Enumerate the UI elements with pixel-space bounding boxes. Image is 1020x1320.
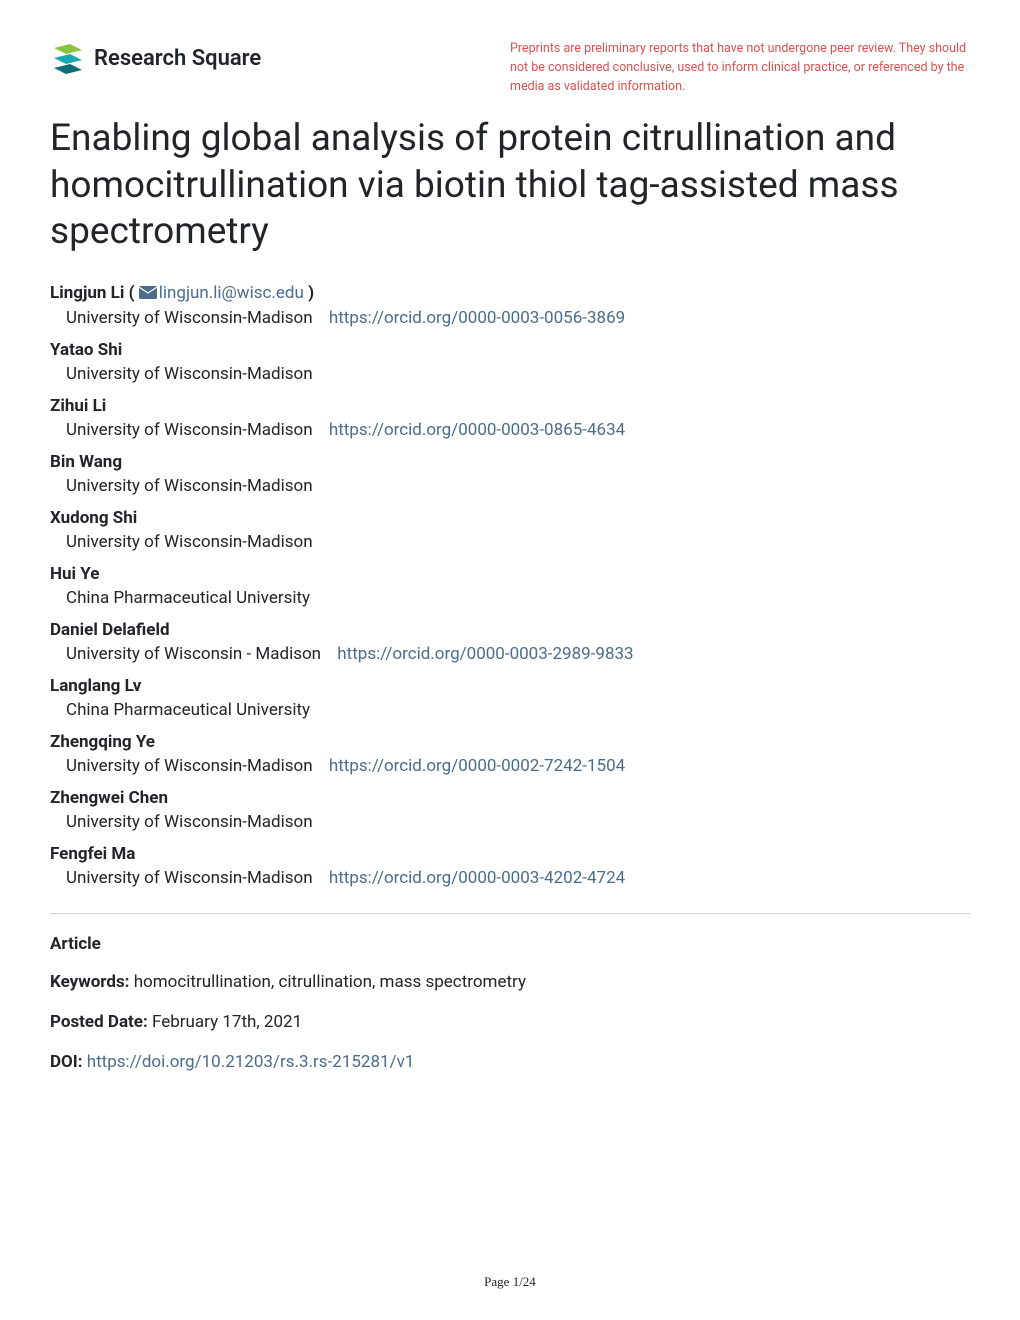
author-affiliation: University of Wisconsin-Madison https://… (66, 308, 970, 328)
orcid-link[interactable]: https://orcid.org/0000-0003-2989-9833 (337, 644, 633, 664)
author-block: Zihui Li University of Wisconsin-Madison… (50, 396, 970, 440)
keywords-row: Keywords: homocitrullination, citrullina… (50, 972, 970, 992)
author-block: Fengfei Ma University of Wisconsin-Madis… (50, 844, 970, 888)
author-name: Lingjun Li ( lingjun.li@wisc.edu ) (50, 283, 970, 304)
keywords-label: Keywords: (50, 972, 129, 992)
page-number: Page 1/24 (484, 1274, 536, 1290)
author-name: Zhengwei Chen (50, 788, 970, 808)
logo-text: Research Square (94, 46, 261, 71)
author-affiliation: University of Wisconsin-Madison https://… (66, 868, 970, 888)
author-affiliation: University of Wisconsin-Madison (66, 532, 970, 552)
section-divider (50, 913, 970, 914)
author-name: Zhengqing Ye (50, 732, 970, 752)
author-affiliation: University of Wisconsin-Madison https://… (66, 756, 970, 776)
authors-list: Lingjun Li ( lingjun.li@wisc.edu ) Unive… (50, 283, 970, 888)
author-name: Langlang Lv (50, 676, 970, 696)
article-type: Article (50, 934, 970, 954)
author-block: Zhengwei Chen University of Wisconsin-Ma… (50, 788, 970, 832)
research-square-icon (50, 40, 86, 76)
logo: Research Square (50, 40, 261, 76)
author-affiliation: China Pharmaceutical University (66, 700, 970, 720)
author-block: Bin Wang University of Wisconsin-Madison (50, 452, 970, 496)
orcid-link[interactable]: https://orcid.org/0000-0003-0865-4634 (329, 420, 625, 440)
posted-date-label: Posted Date: (50, 1012, 148, 1032)
author-block: Hui Ye China Pharmaceutical University (50, 564, 970, 608)
author-affiliation: University of Wisconsin - Madison https:… (66, 644, 970, 664)
author-name: Zihui Li (50, 396, 970, 416)
author-name: Bin Wang (50, 452, 970, 472)
orcid-link[interactable]: https://orcid.org/0000-0003-4202-4724 (329, 868, 625, 888)
author-block: Yatao Shi University of Wisconsin-Madiso… (50, 340, 970, 384)
author-email[interactable]: lingjun.li@wisc.edu (159, 283, 304, 303)
author-affiliation: University of Wisconsin-Madison (66, 364, 970, 384)
page-header: Research Square Preprints are preliminar… (50, 40, 970, 96)
posted-date-value: February 17th, 2021 (152, 1012, 302, 1032)
paper-title: Enabling global analysis of protein citr… (50, 116, 970, 255)
author-affiliation: University of Wisconsin-Madison (66, 812, 970, 832)
email-icon (139, 284, 157, 304)
posted-date-row: Posted Date: February 17th, 2021 (50, 1012, 970, 1032)
author-affiliation: University of Wisconsin-Madison https://… (66, 420, 970, 440)
author-name: Xudong Shi (50, 508, 970, 528)
author-block: Lingjun Li ( lingjun.li@wisc.edu ) Unive… (50, 283, 970, 328)
author-name: Hui Ye (50, 564, 970, 584)
author-block: Daniel Delafield University of Wisconsin… (50, 620, 970, 664)
author-affiliation: University of Wisconsin-Madison (66, 476, 970, 496)
author-name: Yatao Shi (50, 340, 970, 360)
doi-row: DOI: https://doi.org/10.21203/rs.3.rs-21… (50, 1052, 970, 1072)
orcid-link[interactable]: https://orcid.org/0000-0003-0056-3869 (329, 308, 625, 328)
doi-link[interactable]: https://doi.org/10.21203/rs.3.rs-215281/… (87, 1052, 415, 1072)
author-block: Xudong Shi University of Wisconsin-Madis… (50, 508, 970, 552)
disclaimer-text: Preprints are preliminary reports that h… (510, 40, 970, 96)
meta-section: Article Keywords: homocitrullination, ci… (50, 934, 970, 1072)
orcid-link[interactable]: https://orcid.org/0000-0002-7242-1504 (329, 756, 625, 776)
author-name: Fengfei Ma (50, 844, 970, 864)
author-name: Daniel Delafield (50, 620, 970, 640)
author-block: Langlang Lv China Pharmaceutical Univers… (50, 676, 970, 720)
doi-label: DOI: (50, 1052, 83, 1072)
author-affiliation: China Pharmaceutical University (66, 588, 970, 608)
author-block: Zhengqing Ye University of Wisconsin-Mad… (50, 732, 970, 776)
